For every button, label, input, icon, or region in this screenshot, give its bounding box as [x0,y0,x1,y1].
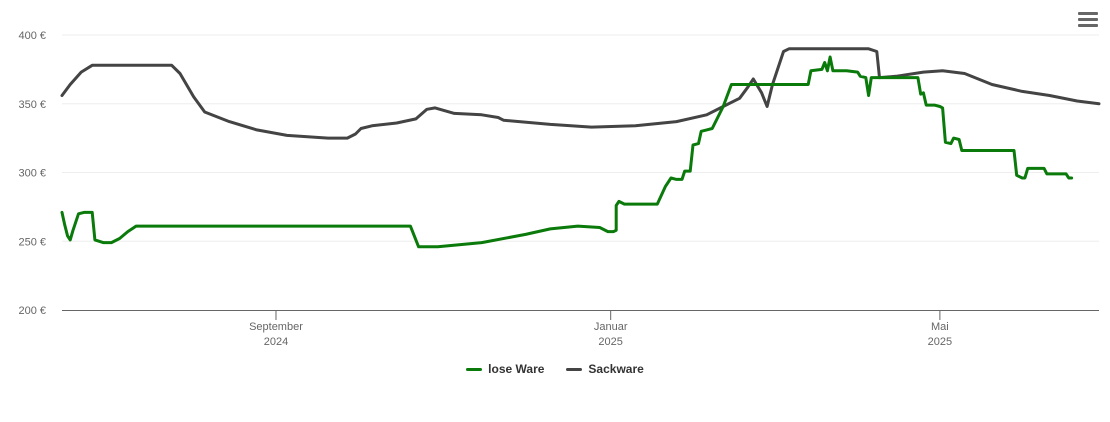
series-line-lose-ware [60,55,1074,249]
grid-lines [62,34,1099,242]
x-tick-label-month: September [249,321,303,333]
legend-swatch-sackware [566,367,583,371]
menu-bar-icon [1078,18,1098,21]
chart-menu-button[interactable] [1078,12,1098,30]
legend-item-lose-ware[interactable]: lose Ware [466,362,544,376]
legend-swatch-lose-ware [466,367,483,371]
y-tick-label: 200 € [18,305,46,317]
y-tick-label: 300 € [18,168,46,180]
y-tick-label: 250 € [18,236,46,248]
x-tick-label-month: Januar [594,321,628,333]
x-tick-label-year: 2024 [264,336,288,348]
legend-item-sackware[interactable]: Sackware [566,362,644,376]
y-axis-labels: 200 € 250 € 300 € 350 € 400 € [18,30,46,317]
legend-label: Sackware [588,362,644,376]
price-chart: 200 € 250 € 300 € 350 € 400 € September 2024 J… [18,30,1101,348]
legend-label: lose Ware [488,362,545,376]
menu-bar-icon [1078,24,1098,27]
chart-legend: lose Ware Sackware [0,362,1110,376]
x-tick-label-month: Mai [931,321,949,333]
menu-bar-icon [1078,12,1098,15]
x-tick-label-year: 2025 [598,336,622,348]
x-axis-labels: September 2024 Januar 2025 Mai 2025 [249,310,952,348]
y-tick-label: 350 € [18,99,46,111]
y-tick-label: 400 € [18,30,46,42]
series-lines [60,47,1101,249]
x-tick-label-year: 2025 [928,336,952,348]
